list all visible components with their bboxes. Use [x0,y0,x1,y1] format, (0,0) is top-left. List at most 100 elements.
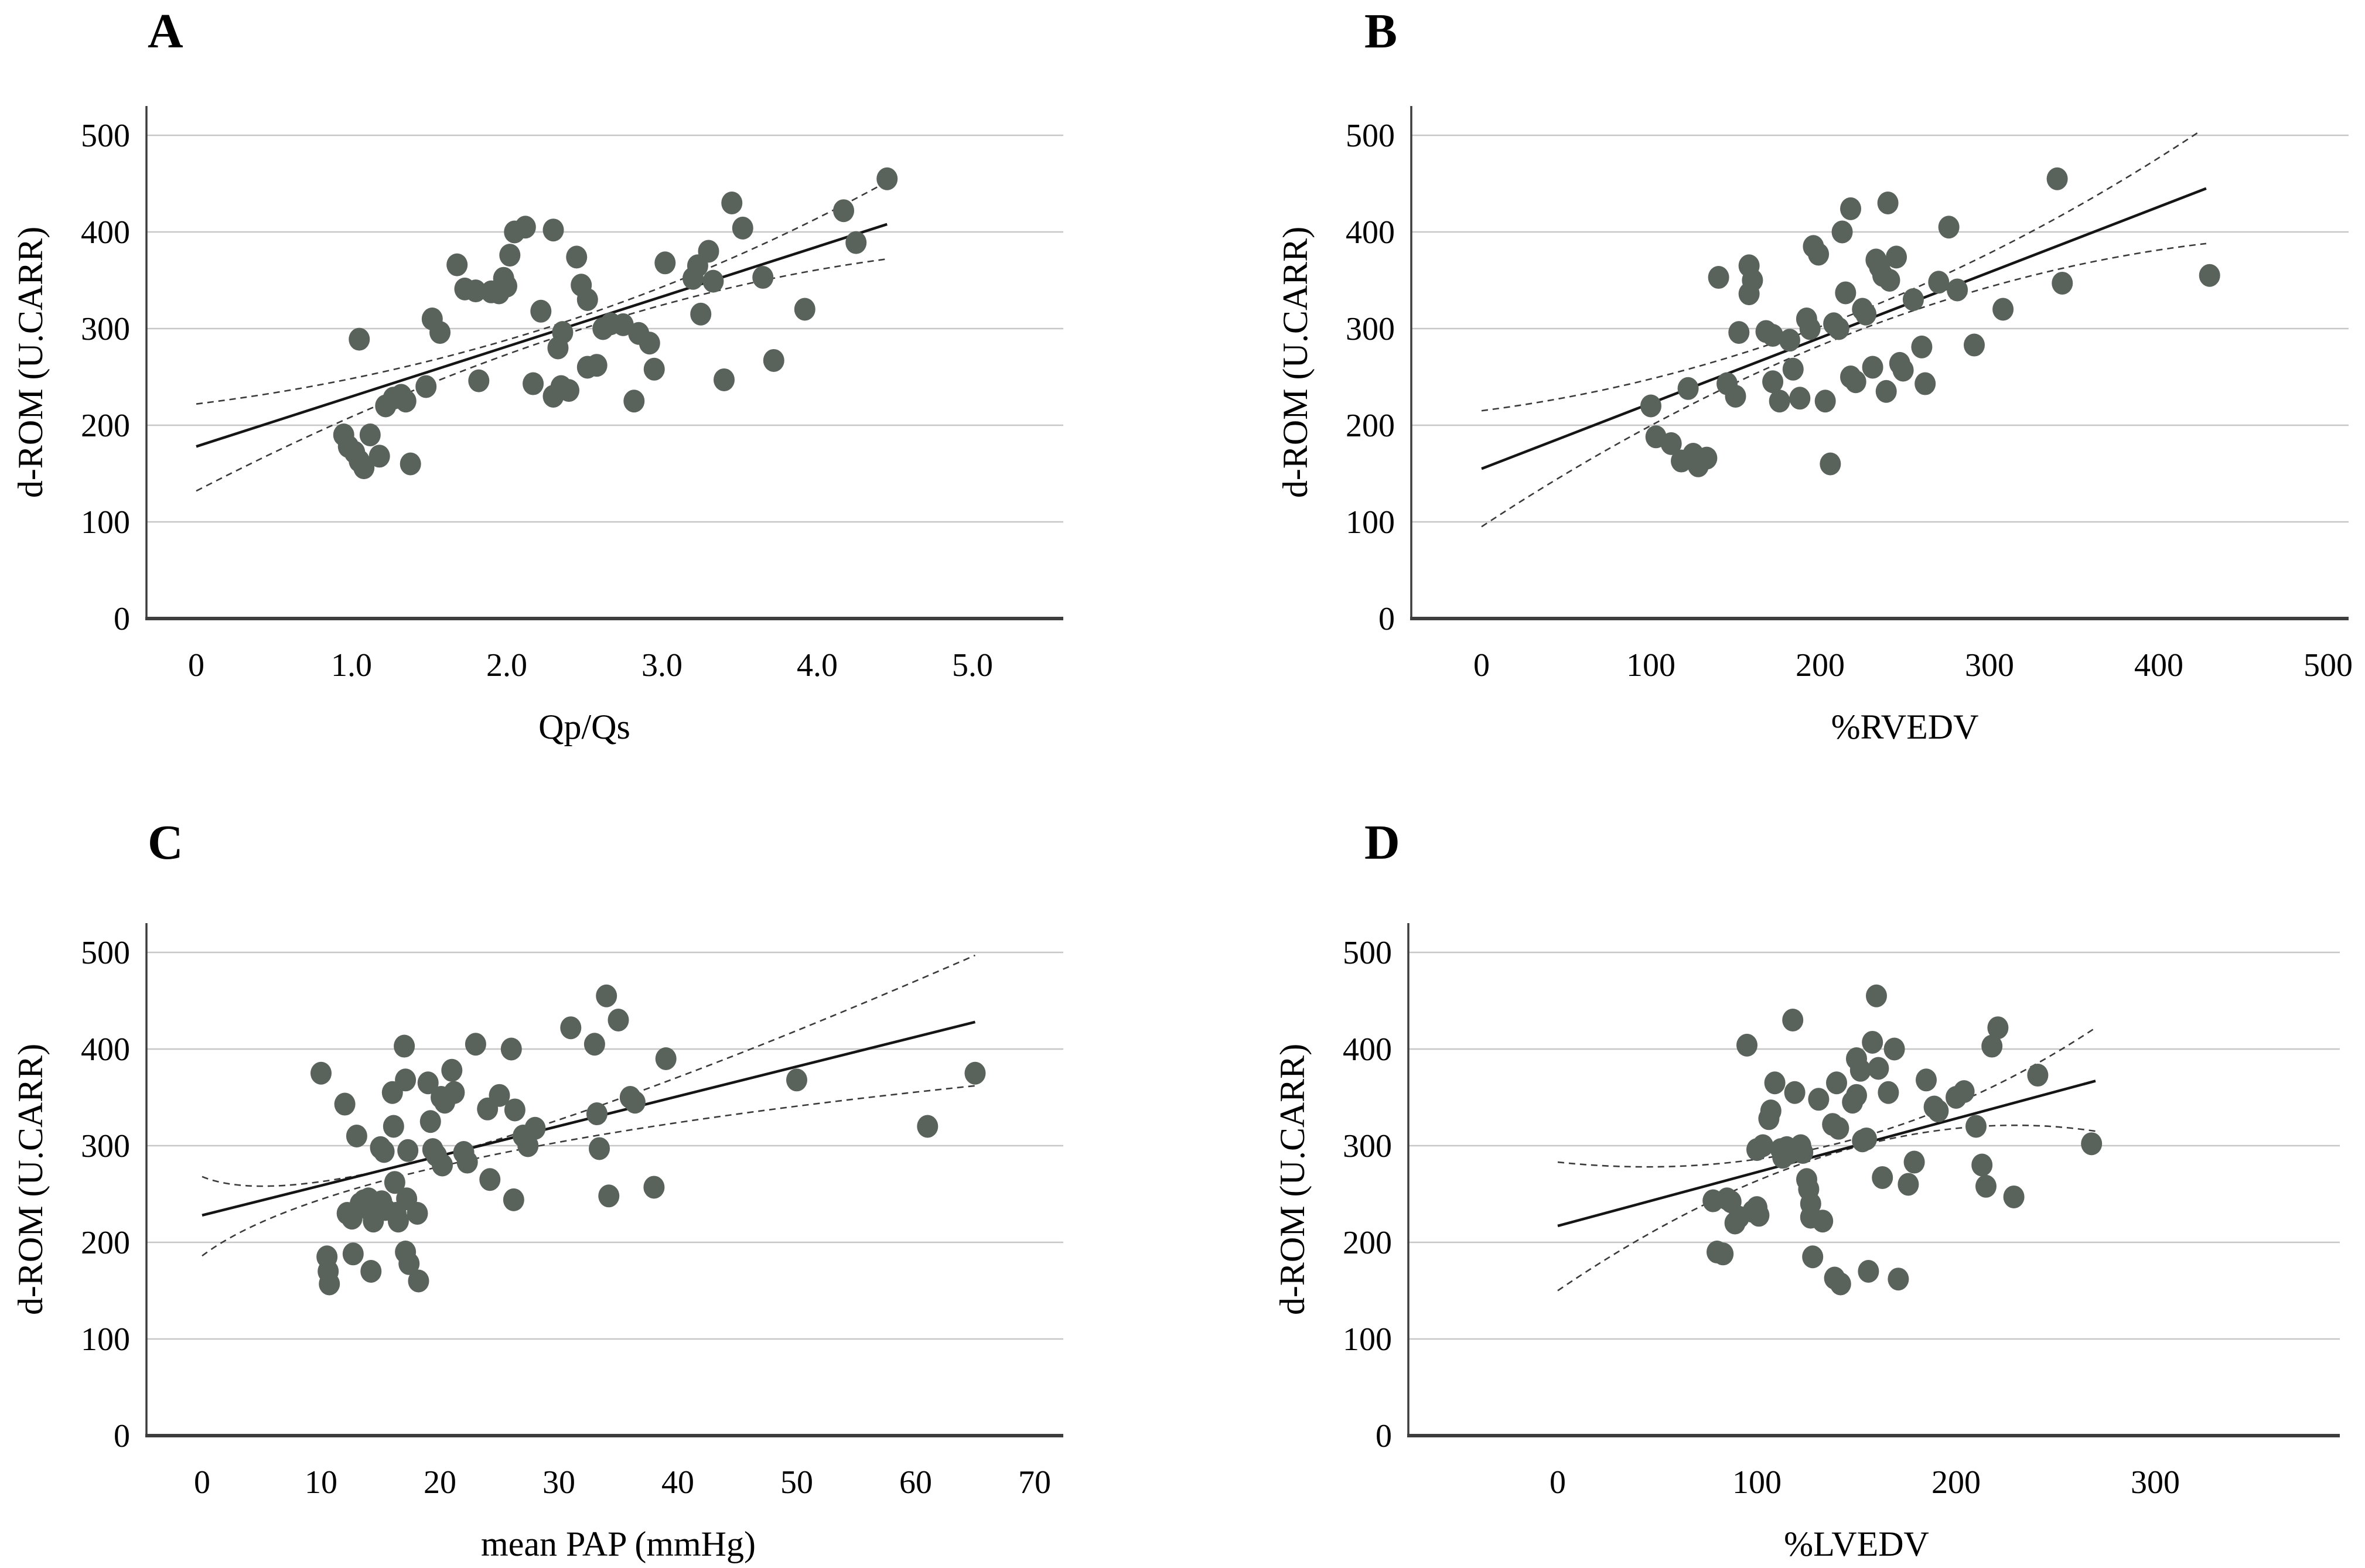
y-tick-label: 300 [81,311,130,347]
scatter-point [702,269,724,293]
scatter-point [612,313,634,336]
scatter-point [400,452,421,476]
scatter-point [496,274,517,298]
scatter-point [714,368,735,391]
scatter-point [394,1034,415,1058]
y-axis-title: d-ROM (U.CARR) [1276,227,1315,498]
scatter-point [346,1125,367,1147]
scatter-point [1828,1116,1849,1140]
scatter-point [465,1033,486,1056]
scatter-point [1748,1204,1770,1227]
y-tick-label: 400 [1343,1031,1392,1068]
scatter-point [1883,1037,1905,1061]
scatter-point [530,299,552,323]
y-tick-label: 300 [1343,1128,1392,1164]
panel-c: C 0 100 200 300 400 500 0 10 20 30 40 50 60 70 mean PA… [0,784,1182,1568]
scatter-point [624,1091,646,1114]
y-tick-label: 100 [1343,1321,1392,1358]
scatter-point [1831,220,1853,244]
y-tick-label: 500 [1343,935,1392,971]
ci-lower-line [1557,1124,2096,1292]
scatter-point [353,456,375,480]
scatter-point [690,302,712,326]
x-tick-label: 3.0 [641,647,682,684]
scatter-point [1872,1166,1893,1189]
scatter-point [397,1139,419,1162]
scatter-chart-meanpap: 0 100 200 300 400 500 0 10 20 30 40 50 60 70 mean PAP … [0,873,1178,1568]
y-tick-label: 200 [1343,1225,1392,1261]
scatter-point [1820,452,1841,476]
scatter-point [1808,242,1830,266]
scatter-chart-rvedv: 0 100 200 300 400 500 0 100 200 300 400 500 %RVEDV d-… [1183,56,2360,753]
scatter-point [598,1184,620,1208]
scatter-point [468,369,490,392]
scatter-point [1760,1099,1782,1123]
y-tick-label: 400 [81,1031,130,1068]
scatter-point [500,1037,522,1061]
scatter-point [503,1188,524,1211]
scatter-point [586,1102,608,1126]
ci-lower-line [196,258,888,492]
scatter-point [964,1061,986,1085]
scatter-point [698,240,719,263]
scatter-point [1814,390,1836,413]
scatter-point [524,1116,546,1140]
scatter-point [845,231,867,254]
scatter-point [441,1058,463,1082]
panel-b-label: B [1364,4,1398,59]
ci-upper-line [1557,1027,2096,1168]
scatter-point [732,216,753,240]
scatter-point [721,192,743,214]
scatter-point [489,1084,510,1107]
y-tick-label: 100 [1346,504,1395,541]
y-tick-label: 0 [114,601,130,637]
scatter-point [1862,1030,1883,1054]
x-tick-label: 4.0 [797,647,838,684]
scatter-point [1858,1260,1879,1283]
scatter-point [1971,1153,1993,1177]
scatter-point [1764,1071,1786,1095]
scatter-point [2027,1064,2049,1087]
regression-line [196,223,888,448]
scatter-point [1835,281,1856,305]
scatter-point [833,199,855,223]
scatter-point [1677,377,1699,400]
scatter-point [558,379,579,402]
x-axis-title: %RVEDV [1831,708,1979,746]
x-tick-label: 50 [780,1464,813,1501]
scatter-point [1828,317,1849,340]
panel-a: A 0 100 200 300 400 500 0 1.0 2.0 3.0 4.0 5.0 Qp/Qs d… [0,0,1182,784]
scatter-point [639,332,660,355]
scatter-point [334,1092,356,1116]
scatter-point [2046,167,2068,190]
y-tick-label: 0 [1378,601,1395,637]
scatter-point [1736,1033,1757,1057]
scatter-point [1738,282,1760,306]
scatter-point [1866,984,1887,1007]
scatter-point [654,251,676,275]
scatter-point [1903,1150,1925,1174]
scatter-point [360,1260,382,1283]
x-axis-title: %LVEDV [1784,1525,1929,1563]
regression-line [1557,1080,2096,1228]
x-axis-title: Qp/Qs [538,708,630,746]
scatter-point [596,984,617,1007]
scatter-point [1862,356,1883,379]
scatter-point [417,1071,439,1095]
scatter-chart-lvedv: 0 100 200 300 400 500 0 100 200 300 %LVEDV d-ROM (U… [1183,873,2360,1568]
x-tick-label: 100 [1732,1464,1782,1501]
x-tick-label: 1.0 [331,647,372,684]
chart-svg: 0 100 200 300 400 500 0 10 20 30 40 50 60 70 mean PAP … [11,923,1063,1563]
scatter-point [655,1047,677,1070]
y-axis-title: d-ROM (U.CARR) [1273,1044,1312,1315]
scatter-point [1855,302,1877,326]
scatter-point [415,375,437,398]
scatter-point [1812,1210,1834,1233]
panel-d: D 0 100 200 300 400 500 0 100 200 300 %LVEDV d-ROM … [1183,784,2365,1568]
scatter-point [1802,1245,1824,1269]
x-tick-label: 0 [1550,1464,1566,1501]
y-tick-label: 200 [81,1225,130,1261]
scatter-point [1799,317,1821,340]
x-tick-label: 70 [1018,1464,1051,1501]
chart-svg: 0 100 200 300 400 500 0 1.0 2.0 3.0 4.0 5.0 Qp/Qs d-R… [11,106,1063,746]
